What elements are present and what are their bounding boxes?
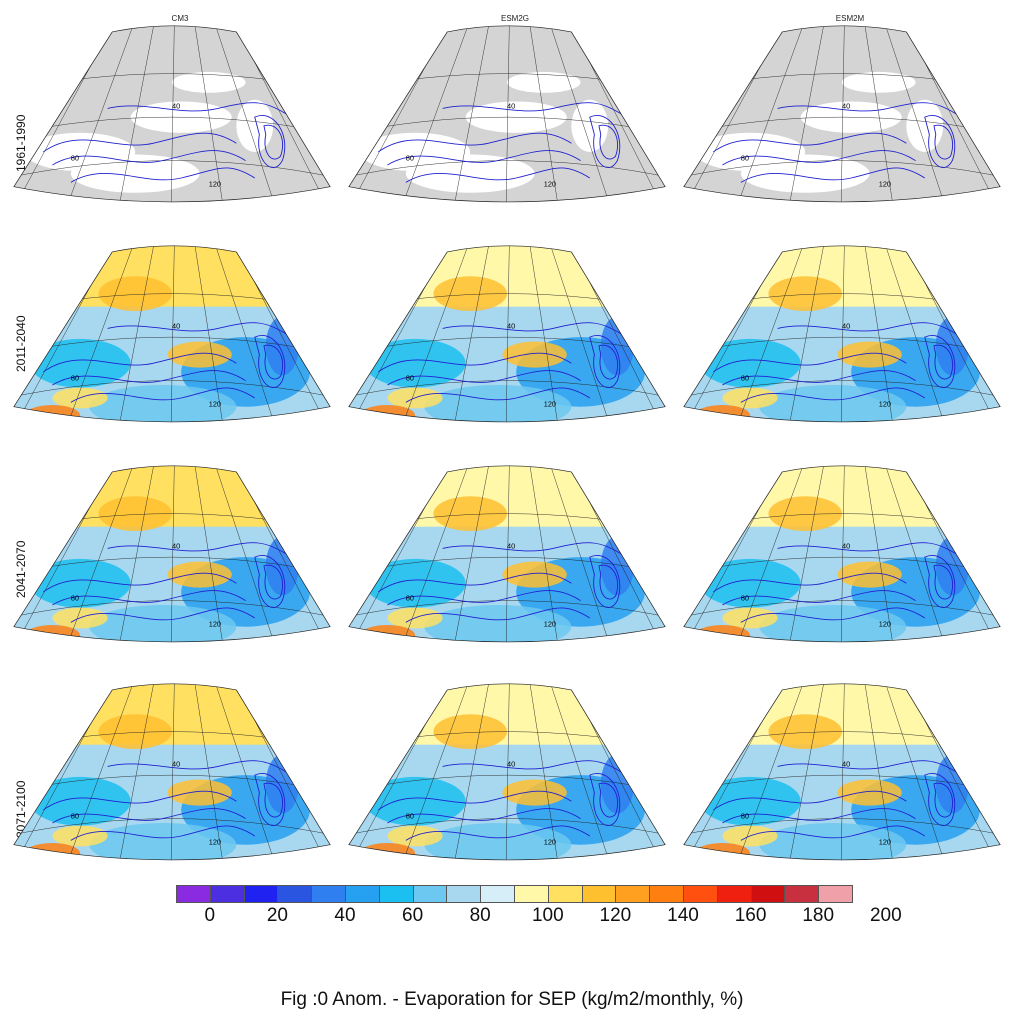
contour-label: 40 (172, 543, 180, 551)
contour-label: 80 (406, 155, 414, 163)
map-panel-esm2m-2041-2070: 40 80 120 (682, 458, 1002, 658)
map-svg: 40 80 120 (13, 25, 331, 203)
contour-label: 120 (209, 621, 221, 629)
contour-label: 40 (172, 323, 180, 331)
colorbar-cell (480, 885, 515, 903)
colorbar-cell (547, 885, 583, 903)
colorbar-cell (818, 885, 853, 903)
contour-label: 80 (741, 813, 749, 821)
contour-label: 40 (842, 761, 850, 769)
map-panel-esm2m-2011-2040: 40 80 120 (682, 238, 1002, 438)
column-title-esm2m: ESM2M (835, 14, 865, 23)
contour-label: 40 (842, 543, 850, 551)
contour-label: 120 (879, 621, 891, 629)
colorbar-cell (446, 885, 482, 903)
colorbar-cell (750, 885, 786, 903)
map-svg: 40 80 120 (683, 245, 1001, 423)
colorbar-cell (378, 885, 414, 903)
map-svg: 40 80 120 (348, 245, 666, 423)
colorbar-cell (243, 885, 279, 903)
map-svg: 40 80 120 (683, 25, 1001, 203)
colorbar-tick-label: 0 (204, 905, 216, 926)
colorbar-cell (649, 885, 684, 903)
contour-label: 80 (406, 595, 414, 603)
contour-label: 40 (172, 103, 180, 111)
colorbar-cell (311, 885, 346, 903)
colorbar-cell (683, 885, 718, 903)
colorbar-cell (716, 885, 752, 903)
map-svg: 40 80 120 (13, 245, 331, 423)
map-svg: 40 80 120 (348, 683, 666, 861)
colorbar-tick-label: 140 (667, 905, 699, 926)
contour-label: 80 (71, 595, 79, 603)
contour-label: 80 (71, 375, 79, 383)
colorbar-cell (581, 885, 617, 903)
colorbar-cell (412, 885, 448, 903)
colorbar-cell (176, 885, 211, 903)
colorbar-cell (514, 885, 549, 903)
map-panel-esm2m-1961-1990: 40 80 120 (682, 18, 1002, 218)
map-svg: 40 80 120 (13, 465, 331, 643)
contour-label: 120 (544, 181, 556, 189)
colorbar-tick-label: 100 (531, 905, 564, 926)
contour-label: 80 (406, 813, 414, 821)
contour-label: 40 (172, 761, 180, 769)
contour-label: 80 (406, 375, 414, 383)
colorbar-tick-label: 160 (734, 905, 767, 926)
colorbar-tick-label: 20 (266, 905, 288, 926)
contour-label: 120 (544, 839, 556, 847)
colorbar-cell (784, 885, 820, 903)
map-svg: 40 80 120 (348, 465, 666, 643)
map-panel-esm2m-2071-2100: 40 80 120 (682, 676, 1002, 876)
map-svg: 40 80 120 (348, 25, 666, 203)
contour-label: 80 (741, 595, 749, 603)
contour-label: 120 (544, 621, 556, 629)
map-panel-cm3-2071-2100: 40 80 120 (12, 676, 332, 876)
contour-label: 120 (879, 401, 891, 409)
contour-label: 40 (507, 761, 515, 769)
column-title-cm3: CM3 (171, 14, 189, 23)
colorbar-tick-label: 80 (469, 905, 491, 926)
map-panel-esm2g-1961-1990: 40 80 120 (347, 18, 667, 218)
figure-caption: Fig :0 Anom. - Evaporation for SEP (kg/m… (280, 989, 744, 1010)
map-svg: 40 80 120 (13, 683, 331, 861)
contour-label: 120 (209, 401, 221, 409)
map-panel-cm3-2011-2040: 40 80 120 (12, 238, 332, 438)
colorbar (176, 885, 853, 905)
map-panel-esm2g-2011-2040: 40 80 120 (347, 238, 667, 438)
contour-label: 120 (209, 181, 221, 189)
colorbar-cell (209, 885, 245, 903)
contour-label: 120 (879, 839, 891, 847)
contour-label: 80 (741, 375, 749, 383)
contour-label: 40 (507, 543, 515, 551)
colorbar-tick-label: 60 (402, 905, 424, 926)
map-panel-esm2g-2041-2070: 40 80 120 (347, 458, 667, 658)
contour-label: 120 (879, 181, 891, 189)
contour-label: 120 (209, 839, 221, 847)
map-panel-cm3-2041-2070: 40 80 120 (12, 458, 332, 658)
contour-label: 40 (842, 323, 850, 331)
colorbar-tick-label: 200 (869, 905, 902, 926)
contour-label: 40 (507, 103, 515, 111)
column-title-esm2g: ESM2G (500, 14, 529, 23)
colorbar-cell (277, 885, 313, 903)
map-panel-esm2g-2071-2100: 40 80 120 (347, 676, 667, 876)
colorbar-tick-label: 120 (599, 905, 632, 926)
contour-label: 80 (741, 155, 749, 163)
contour-label: 40 (842, 103, 850, 111)
contour-label: 120 (544, 401, 556, 409)
colorbar-cell (615, 885, 651, 903)
colorbar-cell (345, 885, 380, 903)
contour-label: 80 (71, 155, 79, 163)
map-svg: 40 80 120 (683, 683, 1001, 861)
contour-label: 80 (71, 813, 79, 821)
colorbar-tick-label: 180 (802, 905, 835, 926)
colorbar-tick-label: 40 (334, 905, 356, 926)
contour-label: 40 (507, 323, 515, 331)
map-panel-cm3-1961-1990: 40 80 120 (12, 18, 332, 218)
map-svg: 40 80 120 (683, 465, 1001, 643)
